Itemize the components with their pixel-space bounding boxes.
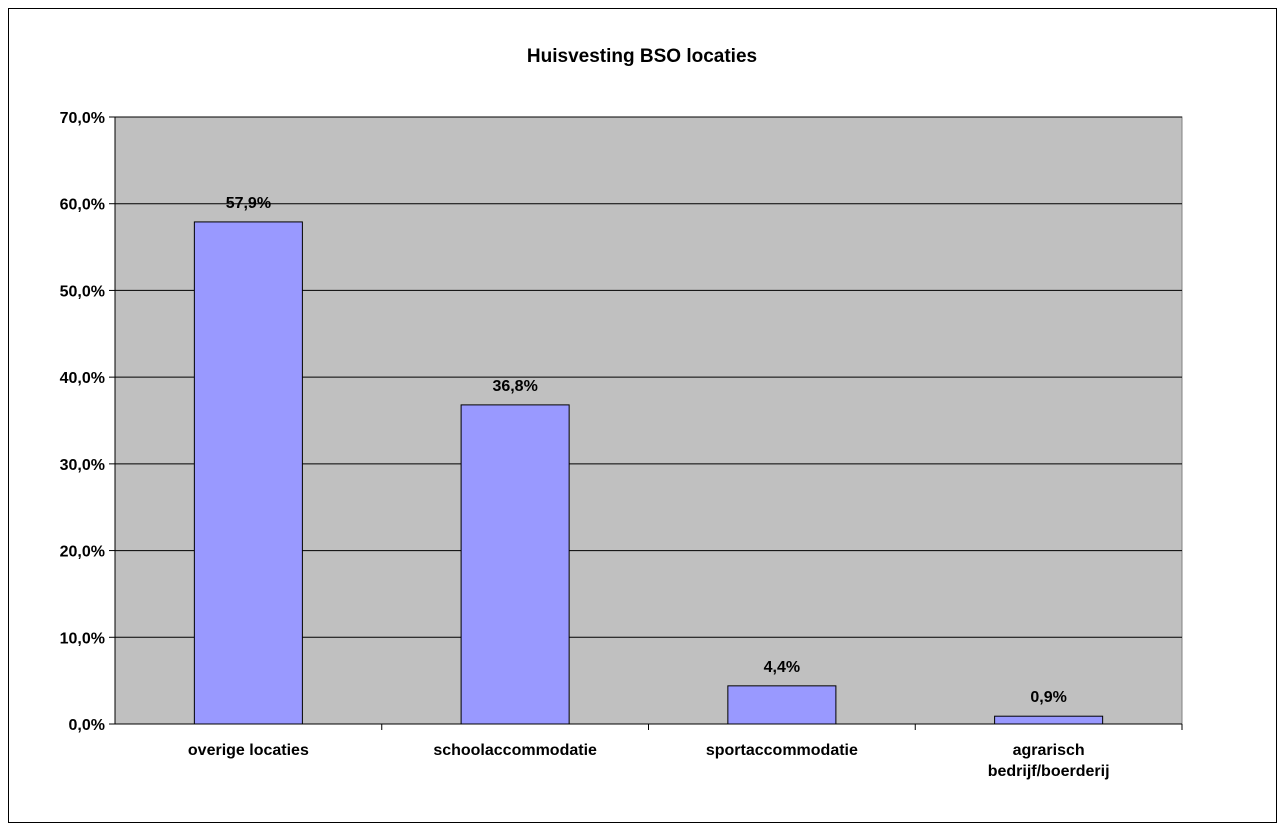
x-category-label: sportaccommodatie bbox=[706, 742, 858, 759]
x-category-label: schoolaccommodatie bbox=[433, 742, 597, 759]
data-label: 0,9% bbox=[1030, 689, 1066, 706]
y-tick-label: 0,0% bbox=[69, 717, 105, 734]
x-category-labels: overige locaties schoolaccommodatie sporta… bbox=[188, 742, 1110, 780]
bar bbox=[460, 404, 570, 725]
axes bbox=[109, 116, 1183, 730]
y-tick-label: 50,0% bbox=[60, 283, 105, 300]
bar bbox=[193, 221, 303, 725]
x-category-label: overige locaties bbox=[188, 742, 309, 759]
x-category-label: bedrijf/boerderij bbox=[988, 763, 1110, 780]
bar bbox=[994, 715, 1104, 725]
chart-frame: 0,0% 10,0% 20,0% 30,0% 40,0% 50,0% 60,0% 70,0% … bbox=[8, 8, 1277, 823]
x-category-label: agrarisch bbox=[1013, 742, 1085, 759]
y-tick-label: 30,0% bbox=[60, 457, 105, 474]
data-label: 57,9% bbox=[226, 195, 271, 212]
y-tick-label: 10,0% bbox=[60, 630, 105, 647]
chart-title: Huisvesting BSO locaties bbox=[527, 46, 757, 67]
y-tick-label: 40,0% bbox=[60, 370, 105, 387]
y-tick-label: 20,0% bbox=[60, 544, 105, 561]
bar bbox=[727, 685, 837, 725]
data-label: 4,4% bbox=[764, 659, 800, 676]
y-tick-label: 60,0% bbox=[60, 197, 105, 214]
y-tick-labels: 0,0% 10,0% 20,0% 30,0% 40,0% 50,0% 60,0% 70,0% bbox=[60, 110, 105, 734]
data-labels: 57,9% 36,8% 4,4% 0,9% bbox=[226, 195, 1067, 706]
data-label: 36,8% bbox=[492, 378, 537, 395]
bars bbox=[193, 221, 1104, 725]
y-tick-label: 70,0% bbox=[60, 110, 105, 127]
bar-chart: 0,0%10,0%20,0%30,0%40,0%50,0%60,0%70,0% … bbox=[60, 46, 1183, 780]
